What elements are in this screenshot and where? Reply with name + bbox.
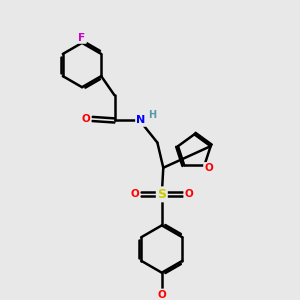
Text: O: O [184,189,194,199]
Text: S: S [157,188,166,201]
Text: F: F [79,32,86,43]
Text: H: H [148,110,156,119]
Text: O: O [158,290,166,300]
Text: N: N [136,116,146,125]
Text: O: O [130,189,139,199]
Text: O: O [82,114,90,124]
Text: O: O [205,163,213,173]
